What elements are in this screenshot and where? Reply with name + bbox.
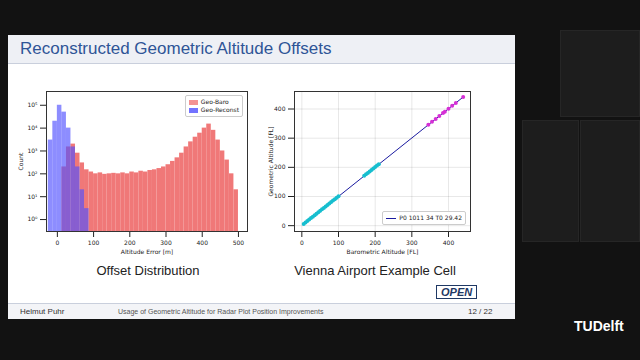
svg-text:100: 100 [88, 239, 100, 246]
html-text:OPEN: OPEN [441, 286, 473, 298]
html-text:Geo-Reconst: Geo-Reconst [200, 106, 239, 113]
svg-text:300: 300 [274, 134, 286, 141]
svg-text:200: 200 [369, 239, 381, 246]
svg-text:200: 200 [274, 163, 286, 170]
svg-text:400: 400 [274, 105, 286, 112]
svg-text:400: 400 [197, 239, 209, 246]
svg-text:0: 0 [282, 222, 286, 229]
html-text:P0 1011 34 T0 29.42: P0 1011 34 T0 29.42 [399, 214, 462, 221]
html-text:Helmut Puhr: Helmut Puhr [20, 307, 65, 316]
svg-text:500: 500 [233, 239, 245, 246]
html-text:Vienna Airport Example Cell: Vienna Airport Example Cell [294, 263, 456, 278]
html-text:Usage of Geometric Altitude fo: Usage of Geometric Altitude for Radar Pl… [118, 308, 324, 315]
svg-text:10³: 10³ [27, 147, 38, 154]
svg-text:10¹: 10¹ [27, 193, 38, 200]
html-text:Geo-Baro: Geo-Baro [200, 98, 229, 105]
html-text:12 / 22: 12 / 22 [468, 307, 493, 316]
svg-text:10⁴: 10⁴ [27, 124, 38, 131]
svg-text:100: 100 [274, 192, 286, 199]
svg-text:100: 100 [333, 239, 345, 246]
svg-text:10²: 10² [27, 170, 38, 177]
svg-text:0: 0 [300, 239, 304, 246]
svg-text:Count: Count [17, 152, 24, 170]
html-text:Reconstructed Geometric Altitu: Reconstructed Geometric Altitude Offsets [20, 39, 332, 58]
svg-text:300: 300 [160, 239, 172, 246]
svg-text:300: 300 [406, 239, 418, 246]
html-text:Offset Distribution: Offset Distribution [96, 263, 200, 278]
svg-text:0: 0 [55, 239, 59, 246]
svg-text:Barometric Altitude [FL]: Barometric Altitude [FL] [347, 248, 419, 255]
svg-text:Geometric Altitude [FL]: Geometric Altitude [FL] [267, 126, 274, 196]
svg-text:10⁰: 10⁰ [27, 215, 38, 222]
svg-text:400: 400 [443, 239, 455, 246]
svg-text:10⁵: 10⁵ [27, 101, 38, 108]
svg-text:Altitude Error [m]: Altitude Error [m] [121, 248, 173, 255]
html-text:TUDelft: TUDelft [574, 318, 624, 334]
svg-text:200: 200 [124, 239, 136, 246]
